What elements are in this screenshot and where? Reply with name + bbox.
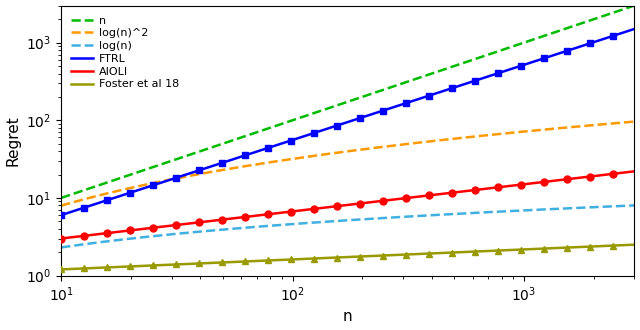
Y-axis label: Regret: Regret	[6, 115, 20, 166]
n	[333, 103, 340, 107]
FTRL	[527, 60, 535, 64]
log(n)	[333, 219, 340, 223]
n	[367, 92, 375, 96]
Line: log(n)^2: log(n)^2	[61, 121, 634, 206]
log(n)^2	[333, 151, 340, 155]
AIOLI	[527, 182, 535, 185]
log(n)	[527, 208, 535, 212]
n	[527, 38, 535, 42]
n	[617, 8, 625, 12]
log(n)	[330, 219, 337, 223]
Legend: n, log(n)^2, log(n), FTRL, AIOLI, Foster et al 18: n, log(n)^2, log(n), FTRL, AIOLI, Foster…	[67, 11, 184, 94]
AIOLI	[630, 169, 638, 173]
Foster et al 18	[58, 267, 65, 271]
log(n)	[399, 215, 406, 219]
Foster et al 18	[617, 243, 625, 247]
Line: Foster et al 18: Foster et al 18	[61, 245, 634, 269]
FTRL	[617, 31, 625, 35]
FTRL	[399, 102, 406, 106]
AIOLI	[333, 204, 340, 208]
Line: FTRL: FTRL	[61, 29, 634, 215]
AIOLI	[367, 200, 375, 204]
Foster et al 18	[399, 253, 406, 257]
Line: AIOLI: AIOLI	[61, 171, 634, 239]
FTRL	[58, 213, 65, 217]
n	[630, 4, 638, 8]
log(n)	[617, 204, 625, 208]
log(n)^2	[617, 121, 625, 125]
n	[58, 196, 65, 200]
n	[399, 82, 406, 85]
log(n)^2	[399, 143, 406, 147]
FTRL	[367, 113, 375, 116]
Line: n: n	[61, 6, 634, 198]
Foster et al 18	[527, 247, 535, 251]
Foster et al 18	[367, 254, 375, 258]
log(n)^2	[330, 151, 337, 155]
FTRL	[333, 124, 340, 128]
FTRL	[330, 125, 337, 129]
log(n)	[367, 217, 375, 221]
Line: log(n): log(n)	[61, 205, 634, 248]
Foster et al 18	[333, 255, 340, 259]
log(n)^2	[527, 129, 535, 133]
X-axis label: n: n	[343, 310, 353, 324]
log(n)^2	[367, 146, 375, 150]
AIOLI	[58, 237, 65, 241]
log(n)^2	[58, 204, 65, 208]
log(n)^2	[630, 119, 638, 123]
FTRL	[630, 27, 638, 31]
log(n)	[58, 246, 65, 249]
AIOLI	[330, 205, 337, 209]
n	[330, 105, 337, 109]
AIOLI	[399, 197, 406, 201]
Foster et al 18	[330, 256, 337, 260]
Foster et al 18	[630, 243, 638, 247]
log(n)	[630, 203, 638, 207]
AIOLI	[617, 171, 625, 175]
